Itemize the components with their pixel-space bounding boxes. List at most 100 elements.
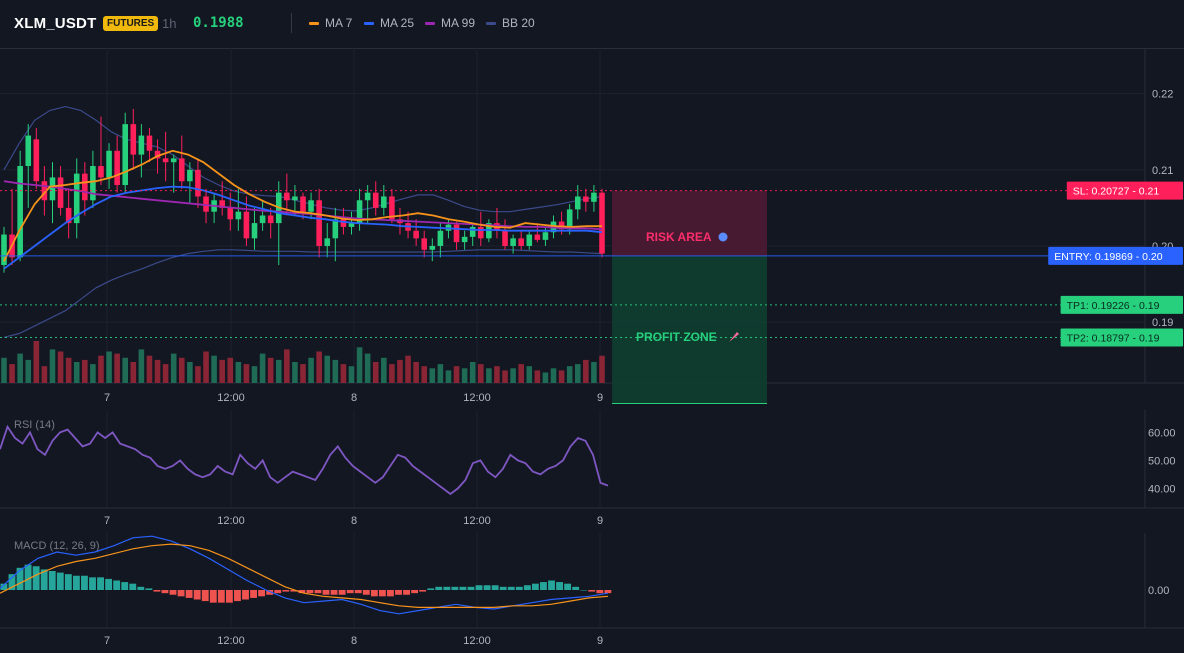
volume-bar [235, 362, 242, 383]
macd-line-signal [0, 543, 609, 608]
chart-header: XLM_USDT FUTURES 1h 0.1988 MA 7 MA 25 MA… [0, 0, 1184, 49]
x-tick-label: 12:00 [217, 515, 245, 527]
y-tick-label: 0.21 [1152, 165, 1173, 177]
candle-body [381, 196, 387, 208]
macd-hist-bar [443, 586, 451, 590]
candle [477, 211, 484, 246]
candle-body [65, 207, 72, 224]
candle-body [300, 196, 306, 212]
volume-bar [82, 359, 88, 383]
macd-hist-bar [306, 590, 314, 594]
volume-bar [510, 368, 516, 383]
legend-ma7[interactable]: MA 7 [309, 16, 352, 30]
volume-bar [534, 370, 541, 383]
macd-hist-bar [346, 590, 354, 594]
timeframe-label[interactable]: 1h [162, 16, 177, 31]
candle-body [49, 177, 56, 201]
candle-body [453, 224, 460, 243]
y-tick-label: 0.19 [1152, 317, 1173, 329]
macd-hist-bar [153, 590, 161, 592]
ma25-swatch [364, 22, 374, 26]
candle [235, 188, 242, 231]
candle [25, 124, 32, 208]
candle [275, 181, 282, 265]
bb20-swatch [486, 22, 496, 26]
volume-bar [486, 368, 492, 383]
candle-body [340, 219, 347, 227]
volume-bar [332, 359, 339, 383]
macd-hist-bar [475, 585, 483, 590]
risk-area-label: RISK AREA [646, 230, 712, 244]
profit-zone-label: PROFIT ZONE [636, 330, 717, 344]
candle-body [574, 196, 581, 210]
volume-bar [574, 364, 581, 383]
volume-bar [292, 362, 298, 383]
candle [178, 135, 185, 189]
candle-body [195, 169, 201, 197]
candle [195, 158, 201, 208]
candle [502, 219, 508, 250]
candle [49, 162, 56, 224]
macd-hist-bar [378, 590, 386, 597]
candle-body [356, 200, 363, 224]
macd-hist-bar [411, 590, 419, 594]
candle-body [591, 192, 597, 202]
volume-bar [219, 359, 225, 383]
volume-bar [243, 364, 250, 383]
macd-hist-bar [177, 590, 185, 597]
macd-hist-bar [8, 574, 16, 590]
candle-body [308, 200, 314, 212]
header-divider [291, 13, 292, 33]
candle-body [243, 211, 250, 239]
macd-hist-bar [596, 590, 604, 594]
volume-bar [558, 370, 565, 383]
candle-body [130, 124, 137, 155]
candle-body [332, 219, 339, 239]
volume-bar [98, 355, 104, 383]
macd-hist-bar [427, 588, 435, 590]
candle [259, 200, 266, 231]
macd-hist-bar [161, 590, 169, 594]
candle-body [267, 215, 274, 224]
legend-bb20[interactable]: BB 20 [486, 16, 535, 30]
volume-bar [138, 349, 145, 383]
volume-bar [550, 368, 557, 383]
candle [90, 150, 96, 208]
candle-body [413, 230, 419, 239]
volume-bar [25, 359, 32, 383]
volume-bar [413, 362, 419, 383]
candle-body [437, 230, 444, 246]
candle-body [284, 192, 290, 201]
symbol-label[interactable]: XLM_USDT [14, 15, 97, 32]
macd-hist-bar [523, 585, 531, 590]
candle-body [599, 192, 605, 254]
volume-bar [211, 355, 217, 383]
ma-line-ma99 [3, 180, 603, 231]
macd-hist-bar [89, 577, 96, 590]
macd-hist-bar [322, 590, 330, 595]
volume-bar [106, 351, 112, 383]
macd-hist-bar [48, 571, 56, 590]
ma-line-ma7 [3, 149, 602, 262]
volume-bar [300, 364, 306, 383]
candle-body [389, 196, 395, 220]
volume-bar [114, 353, 120, 383]
candle-body [146, 135, 153, 151]
macd-hist-bar [370, 590, 378, 597]
macd-hist-bar [540, 582, 547, 590]
rsi-tick-label: 50.00 [1148, 455, 1176, 467]
volume-bar [195, 366, 201, 383]
legend-ma99[interactable]: MA 99 [425, 16, 475, 30]
macd-hist-bar [121, 582, 129, 590]
macd-hist-bar [242, 590, 249, 600]
candle-body [421, 238, 428, 250]
legend-ma25[interactable]: MA 25 [364, 16, 414, 30]
candle [413, 219, 419, 246]
volume-bar [308, 357, 314, 383]
x-tick-label: 12:00 [463, 515, 491, 527]
volume-bar [154, 359, 161, 383]
candle-body [41, 181, 48, 201]
macd-hist-bar [201, 590, 209, 602]
level-label: SL: 0.20727 - 0.21 [1073, 186, 1160, 198]
